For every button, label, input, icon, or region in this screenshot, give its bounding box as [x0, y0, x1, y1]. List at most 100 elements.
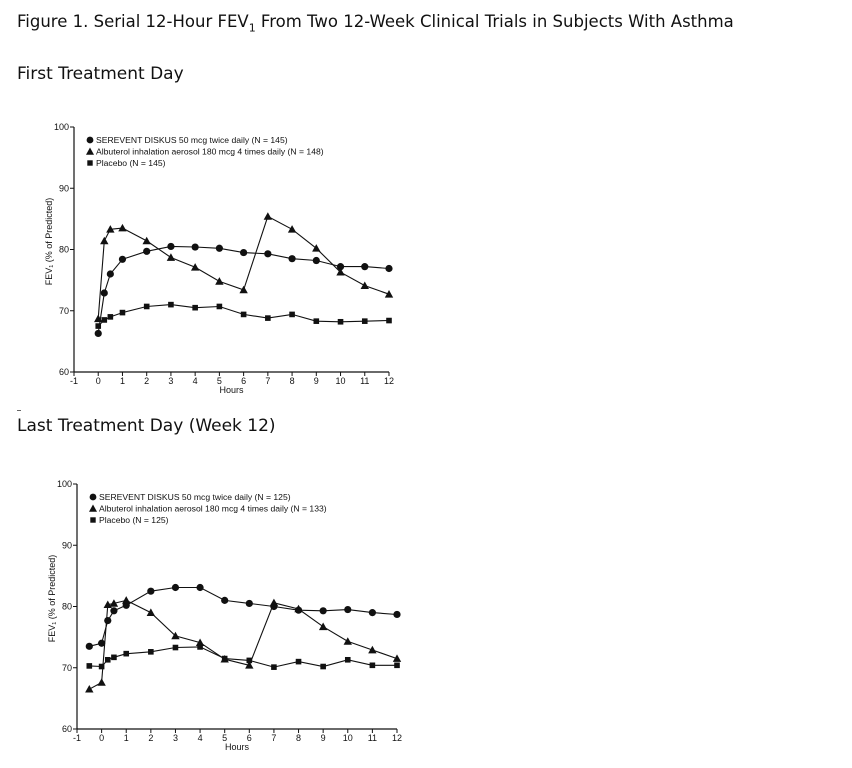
x-tick-label: 4 [198, 733, 203, 743]
data-point-triangle [368, 645, 377, 654]
data-point-square [192, 304, 198, 311]
data-point-circle [361, 263, 369, 271]
x-tick-label: 0 [96, 376, 101, 386]
y-tick-label: 60 [59, 367, 69, 377]
data-point-square [216, 303, 223, 310]
legend-marker-triangle [89, 504, 97, 512]
series-line-circle [89, 586, 398, 647]
data-point-circle [336, 263, 345, 271]
legend-marker-square [90, 517, 96, 523]
data-point-circle [94, 329, 102, 338]
y-tick-label: 80 [62, 602, 72, 612]
data-point-triangle [118, 223, 127, 232]
data-point-square [111, 654, 117, 661]
data-point-square [386, 317, 392, 324]
data-point-square [265, 315, 271, 321]
data-point-square [289, 311, 295, 318]
data-point-triangle [239, 285, 248, 294]
x-tick-label: 2 [144, 376, 149, 386]
x-tick-label: 1 [120, 376, 125, 386]
x-tick-label: 12 [392, 733, 402, 743]
data-point-circle [344, 605, 352, 614]
data-point-triangle [142, 236, 151, 245]
x-tick-label: 3 [168, 376, 173, 386]
data-point-square [221, 655, 228, 662]
data-point-triangle [195, 638, 205, 646]
series-line-triangle [97, 215, 390, 319]
y-tick-label: 90 [59, 183, 69, 193]
data-point-square [313, 318, 320, 324]
data-point-circle [368, 609, 376, 617]
x-tick-label: 9 [314, 376, 319, 386]
x-tick-label: 5 [222, 733, 227, 743]
data-point-circle [118, 255, 127, 263]
data-point-circle [167, 242, 175, 251]
data-point-square [240, 311, 247, 318]
data-point-circle [393, 610, 401, 619]
data-point-triangle [312, 244, 321, 252]
data-point-triangle [100, 236, 109, 245]
x-tick-label: 7 [271, 733, 276, 743]
x-tick-label: 10 [336, 376, 346, 386]
y-tick-label: 100 [54, 122, 69, 132]
data-point-square [320, 663, 326, 670]
x-tick-label: 2 [148, 733, 153, 743]
data-point-square [246, 657, 253, 664]
data-point-triangle [122, 596, 131, 604]
data-point-square [119, 309, 126, 316]
legend-label: SEREVENT DISKUS 50 mcg twice daily (N = … [99, 492, 291, 502]
data-point-square [197, 644, 203, 650]
data-point-square [123, 650, 130, 657]
data-point-triangle [146, 608, 156, 616]
data-point-circle [264, 250, 272, 258]
data-point-square [271, 664, 277, 670]
x-tick-label: 9 [321, 733, 326, 743]
x-tick-label: 4 [193, 376, 198, 386]
divider-mark [17, 410, 21, 411]
x-tick-label: -1 [70, 376, 78, 386]
data-point-triangle [166, 253, 176, 261]
x-tick-label: 11 [368, 733, 377, 743]
data-point-circle [100, 289, 108, 297]
data-point-circle [215, 244, 223, 252]
data-point-triangle [287, 225, 297, 233]
panel-title-first-day: First Treatment Day [17, 64, 184, 84]
legend-label: Placebo (N = 125) [99, 515, 169, 525]
legend-label: Albuterol inhalation aerosol 180 mcg 4 t… [99, 504, 327, 514]
x-tick-label: 0 [99, 733, 104, 743]
data-point-triangle [190, 263, 200, 271]
x-tick-label: 11 [360, 376, 369, 386]
data-point-triangle [360, 281, 369, 289]
y-tick-label: 70 [59, 306, 69, 316]
x-axis-label: Hours [219, 385, 244, 395]
x-tick-label: 8 [296, 733, 301, 743]
data-point-triangle [85, 684, 94, 693]
y-tick-label: 60 [62, 724, 72, 734]
data-point-square [148, 649, 154, 655]
data-point-circle [147, 587, 155, 595]
figure-title-subscript: 1 [248, 21, 256, 35]
data-point-circle [110, 607, 118, 615]
figure-title-main: Figure 1. Serial 12-Hour FEV [17, 12, 249, 31]
legend-marker-square [87, 160, 93, 166]
legend-label: SEREVENT DISKUS 50 mcg twice daily (N = … [96, 135, 288, 145]
data-point-circle [385, 264, 393, 273]
data-point-square [104, 656, 111, 663]
data-point-square [337, 318, 344, 325]
x-tick-label: 12 [384, 376, 394, 386]
data-point-circle [319, 607, 327, 615]
data-point-triangle [384, 290, 394, 298]
legend-marker-triangle [86, 147, 94, 155]
data-point-triangle [294, 604, 303, 613]
data-point-triangle [263, 212, 273, 220]
data-point-square [295, 658, 302, 665]
x-tick-label: -1 [73, 733, 81, 743]
data-point-circle [171, 583, 180, 592]
legend-marker-circle [86, 136, 94, 144]
data-point-circle [245, 599, 253, 608]
data-point-triangle [245, 661, 254, 669]
data-point-triangle [94, 314, 103, 323]
figure-title: Figure 1. Serial 12-Hour FEV1 From Two 1… [17, 12, 734, 34]
